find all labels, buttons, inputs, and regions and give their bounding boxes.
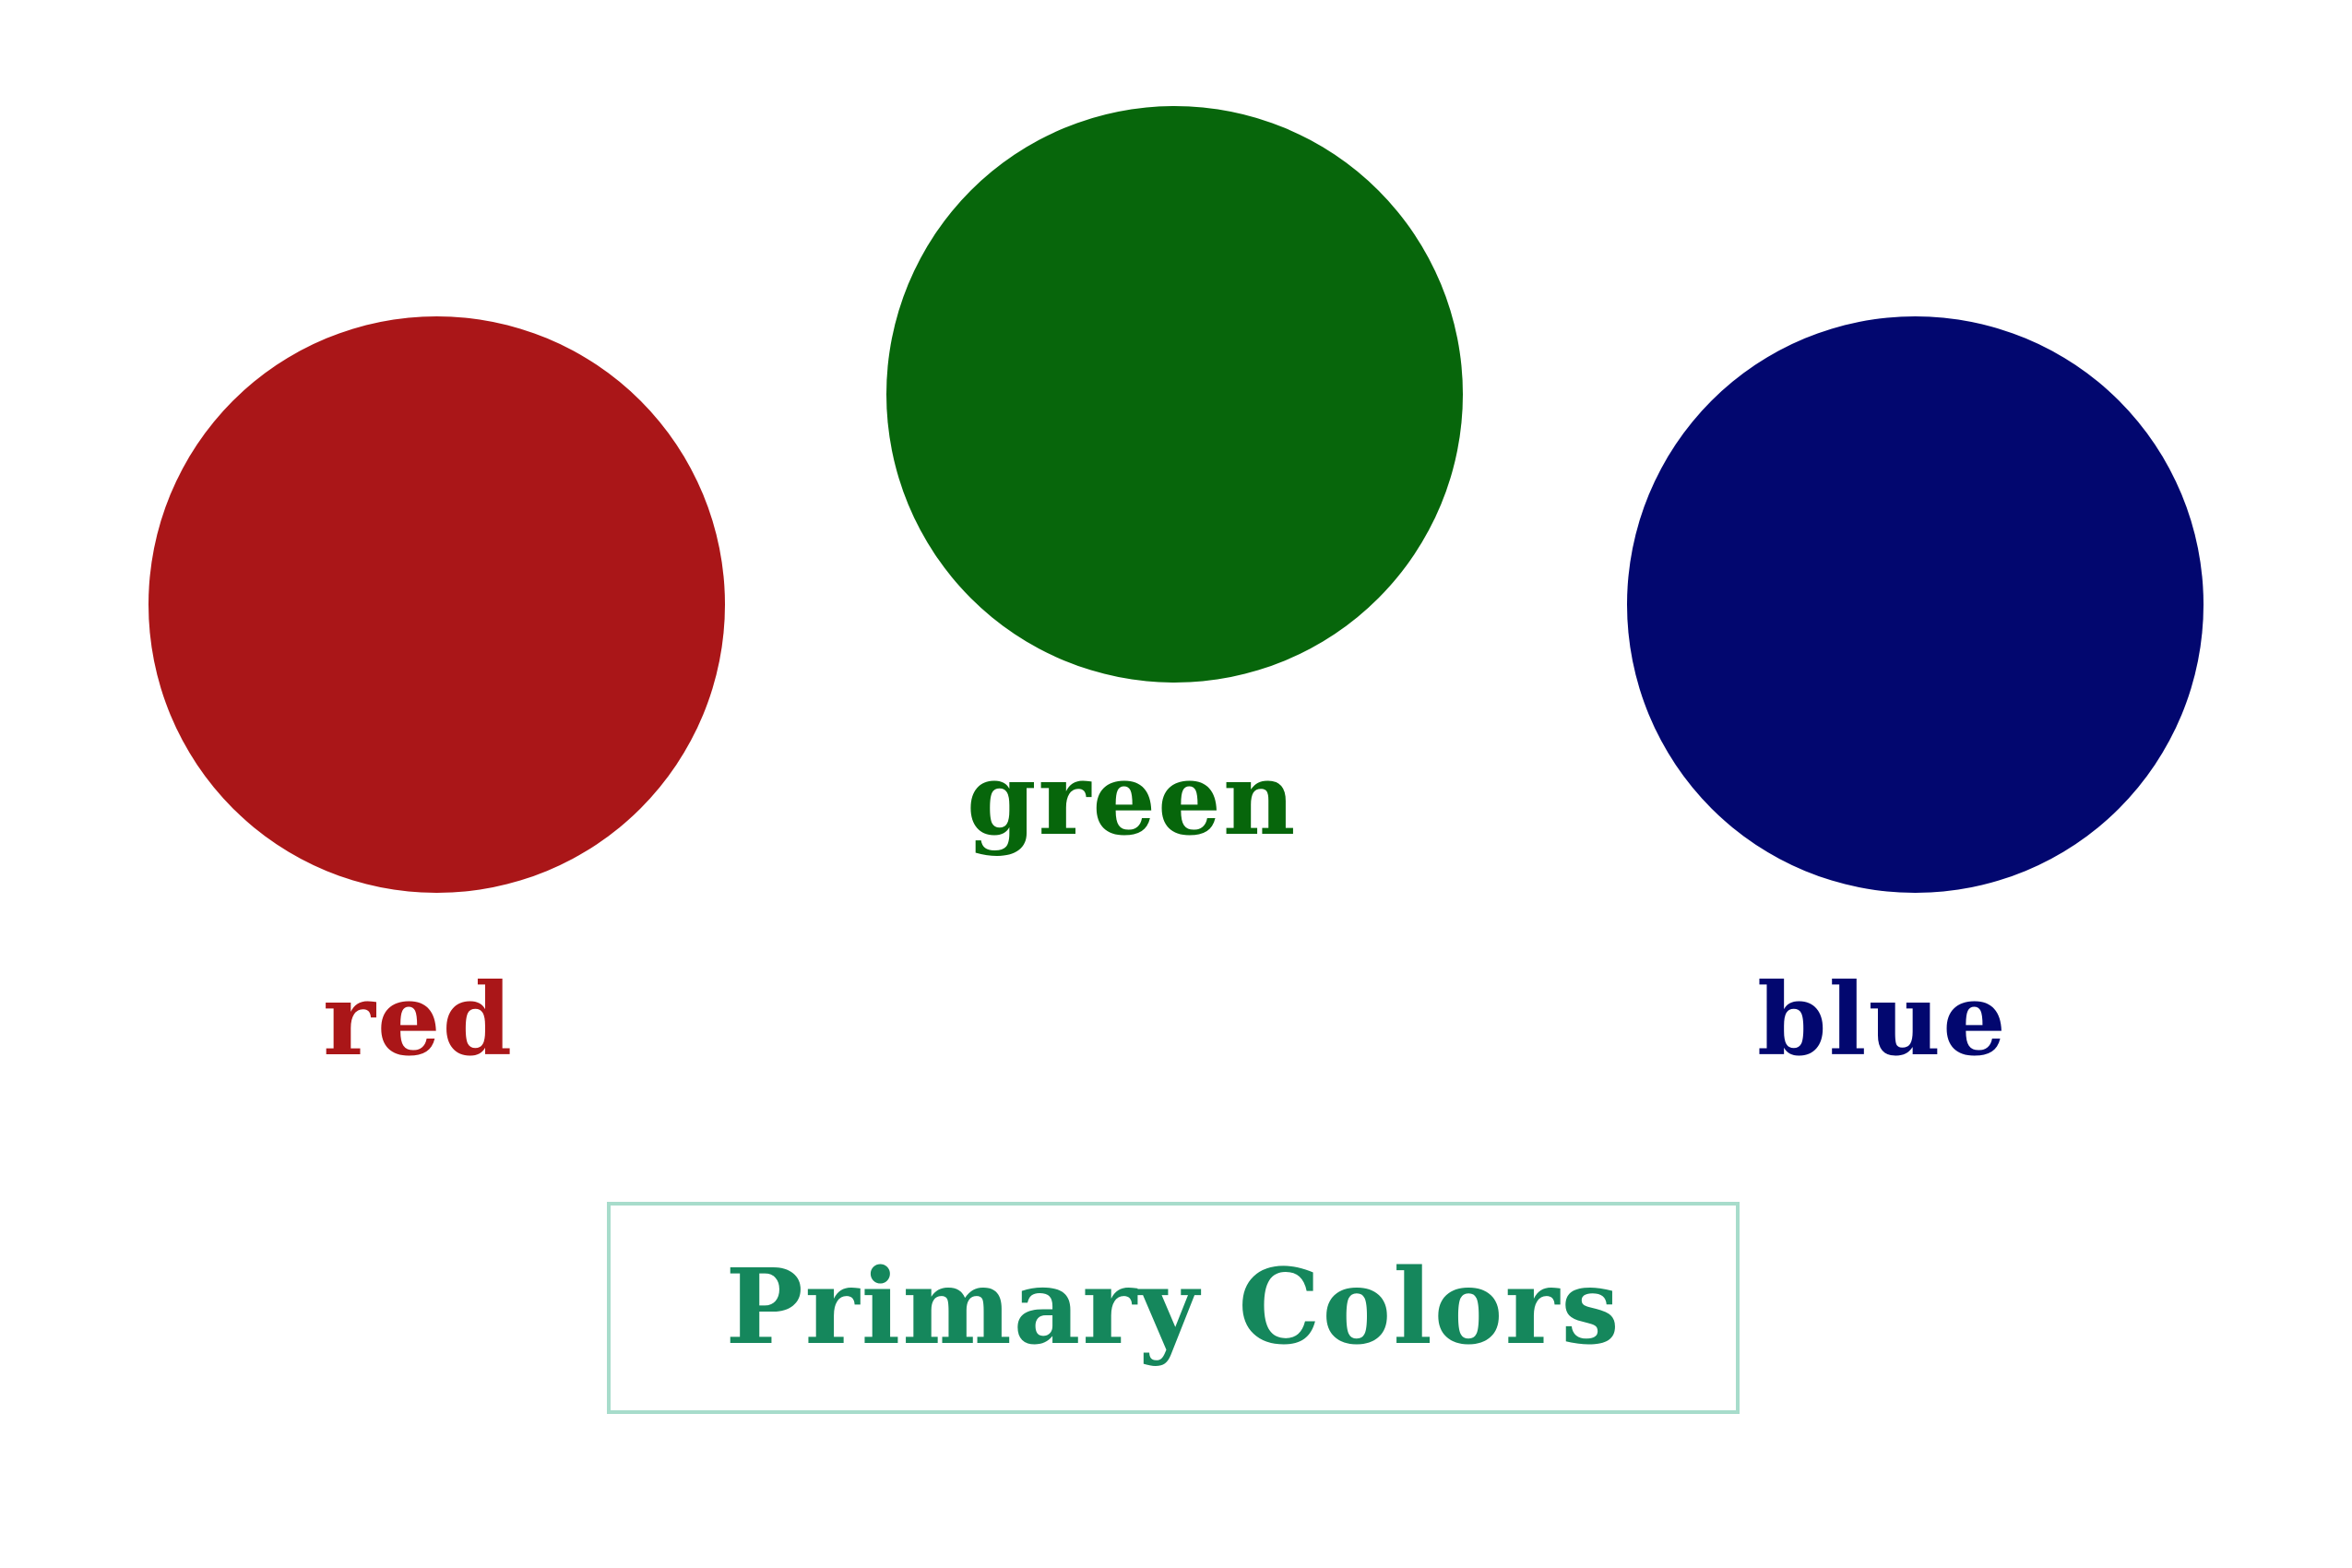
blue-label: blue xyxy=(1757,962,2008,1078)
red-label: red xyxy=(323,962,515,1078)
green-circle xyxy=(886,106,1463,683)
red-circle xyxy=(148,316,725,893)
page-title: Primary Colors xyxy=(725,1247,1621,1368)
title-box: Primary Colors xyxy=(607,1202,1740,1414)
green-label: green xyxy=(967,742,1298,858)
blue-circle xyxy=(1627,316,2204,893)
